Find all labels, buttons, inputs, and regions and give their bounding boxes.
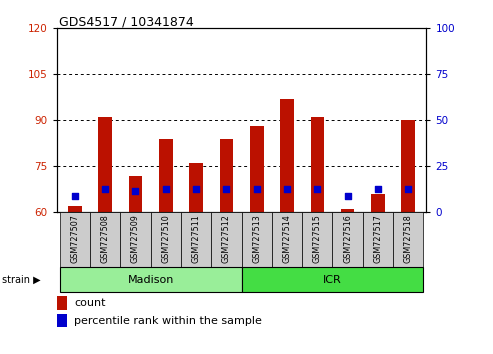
Bar (302, 212, 332, 267)
Text: GSM727515: GSM727515 (313, 214, 322, 263)
Point (222, 187, 230, 192)
Bar (189, 163, 203, 212)
Text: Madison: Madison (128, 275, 174, 285)
Bar (211, 212, 242, 267)
Bar (60, 267, 242, 292)
Point (132, 188, 140, 194)
Text: GSM727513: GSM727513 (252, 214, 261, 263)
Text: GSM727507: GSM727507 (70, 214, 79, 263)
Point (71, 193, 79, 198)
Text: percentile rank within the sample: percentile rank within the sample (74, 316, 262, 326)
Bar (363, 212, 393, 267)
Bar (68, 206, 82, 212)
Bar (280, 99, 294, 212)
Bar (60, 212, 90, 267)
Bar (181, 212, 211, 267)
Text: GSM727511: GSM727511 (192, 214, 201, 263)
Bar (129, 176, 142, 212)
Point (253, 187, 261, 192)
Bar (250, 126, 264, 212)
Point (404, 187, 412, 192)
Point (192, 187, 200, 192)
Bar (219, 139, 233, 212)
Point (101, 187, 109, 192)
Text: GSM727512: GSM727512 (222, 214, 231, 263)
Text: strain ▶: strain ▶ (2, 275, 41, 285)
Text: GSM727509: GSM727509 (131, 214, 140, 263)
Bar (57, 296, 67, 310)
Point (314, 187, 321, 192)
Bar (57, 314, 67, 327)
Bar (242, 212, 272, 267)
Bar (159, 139, 173, 212)
Text: GSM727517: GSM727517 (374, 214, 383, 263)
Bar (272, 212, 302, 267)
Text: GDS4517 / 10341874: GDS4517 / 10341874 (59, 16, 194, 29)
Bar (393, 212, 423, 267)
Text: GSM727510: GSM727510 (161, 214, 170, 263)
Bar (151, 212, 181, 267)
Bar (332, 212, 363, 267)
Bar (242, 267, 423, 292)
Text: GSM727514: GSM727514 (282, 214, 291, 263)
Bar (371, 194, 385, 212)
Text: GSM727508: GSM727508 (101, 214, 109, 263)
Text: count: count (74, 298, 106, 308)
Point (162, 187, 170, 192)
Point (344, 193, 352, 198)
Bar (401, 120, 415, 212)
Bar (99, 117, 112, 212)
Bar (120, 212, 151, 267)
Text: ICR: ICR (323, 275, 342, 285)
Text: GSM727516: GSM727516 (343, 214, 352, 263)
Point (283, 187, 291, 192)
Bar (341, 209, 354, 212)
Text: GSM727518: GSM727518 (404, 214, 413, 263)
Bar (90, 212, 120, 267)
Point (374, 187, 382, 192)
Bar (311, 117, 324, 212)
